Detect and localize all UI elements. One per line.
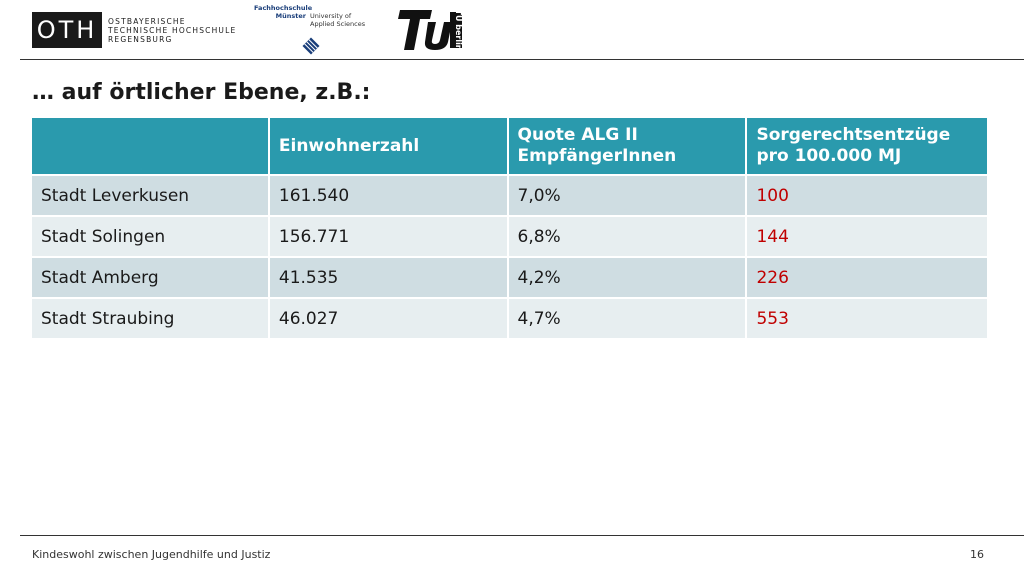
entzuege-cell: 226 bbox=[747, 258, 987, 297]
fh-logo-sub-line: Applied Sciences bbox=[310, 20, 366, 28]
population-cell: 46.027 bbox=[269, 299, 507, 338]
header-line: EmpfängerInnen bbox=[517, 146, 677, 166]
footer-divider bbox=[20, 535, 1024, 536]
city-cell: Stadt Leverkusen bbox=[32, 176, 268, 215]
quote-cell: 4,7% bbox=[508, 299, 746, 338]
quote-cell: 7,0% bbox=[508, 176, 746, 215]
oth-logo-mark: OTH bbox=[32, 12, 102, 48]
city-cell: Stadt Straubing bbox=[32, 299, 268, 338]
fh-logo-name-line: Fachhochschule bbox=[254, 4, 313, 12]
population-cell: 156.771 bbox=[269, 217, 507, 256]
oth-logo-text: OSTBAYERISCHE TECHNISCHE HOCHSCHULE REGE… bbox=[108, 17, 236, 44]
table-header-cell: Einwohnerzahl bbox=[269, 118, 507, 174]
oth-logo-line: REGENSBURG bbox=[108, 34, 173, 44]
fh-logo-sub-line: University of bbox=[310, 12, 352, 20]
quote-cell: 4,2% bbox=[508, 258, 746, 297]
entzuege-cell: 553 bbox=[747, 299, 987, 338]
population-cell: 161.540 bbox=[269, 176, 507, 215]
fh-logo-name: Fachhochschule Münster bbox=[254, 4, 313, 20]
table-row: Stadt Straubing 46.027 4,7% 553 bbox=[32, 299, 987, 338]
header-divider bbox=[20, 59, 1024, 60]
header-line: Sorgerechtsentzüge bbox=[756, 125, 951, 145]
fh-logo-subtitle: University of Applied Sciences bbox=[310, 12, 365, 28]
table-row: Stadt Solingen 156.771 6,8% 144 bbox=[32, 217, 987, 256]
city-cell: Stadt Solingen bbox=[32, 217, 268, 256]
fh-emblem-icon bbox=[302, 37, 320, 55]
table-header-cell: Quote ALG II EmpfängerInnen bbox=[508, 118, 746, 174]
table-header-cell bbox=[32, 118, 268, 174]
oth-logo-line: TECHNISCHE HOCHSCHULE bbox=[108, 25, 237, 35]
oth-logo: OTH OSTBAYERISCHE TECHNISCHE HOCHSCHULE … bbox=[32, 12, 236, 48]
tu-berlin-logo: TU berlin bbox=[398, 9, 463, 51]
city-cell: Stadt Amberg bbox=[32, 258, 268, 297]
entzuege-cell: 100 bbox=[747, 176, 987, 215]
footer-title: Kindeswohl zwischen Jugendhilfe und Just… bbox=[32, 548, 271, 561]
header-line: pro 100.000 MJ bbox=[756, 146, 902, 166]
page-number: 16 bbox=[970, 548, 984, 561]
table-row: Stadt Amberg 41.535 4,2% 226 bbox=[32, 258, 987, 297]
table-header-cell: Sorgerechtsentzüge pro 100.000 MJ bbox=[747, 118, 987, 174]
entzuege-cell: 144 bbox=[747, 217, 987, 256]
oth-logo-line: OSTBAYERISCHE bbox=[108, 16, 186, 26]
fh-logo-name-line: Münster bbox=[275, 12, 306, 20]
header-line: Quote ALG II bbox=[517, 125, 638, 145]
table-row: Stadt Leverkusen 161.540 7,0% 100 bbox=[32, 176, 987, 215]
population-cell: 41.535 bbox=[269, 258, 507, 297]
fh-muenster-logo: Fachhochschule Münster University of App… bbox=[252, 4, 382, 56]
slide-title: … auf örtlicher Ebene, z.B.: bbox=[32, 80, 371, 105]
table-header-row: Einwohnerzahl Quote ALG II EmpfängerInne… bbox=[32, 118, 987, 174]
tu-logo-text: TU berlin bbox=[454, 9, 463, 50]
quote-cell: 6,8% bbox=[508, 217, 746, 256]
data-table: Einwohnerzahl Quote ALG II EmpfängerInne… bbox=[30, 116, 989, 340]
